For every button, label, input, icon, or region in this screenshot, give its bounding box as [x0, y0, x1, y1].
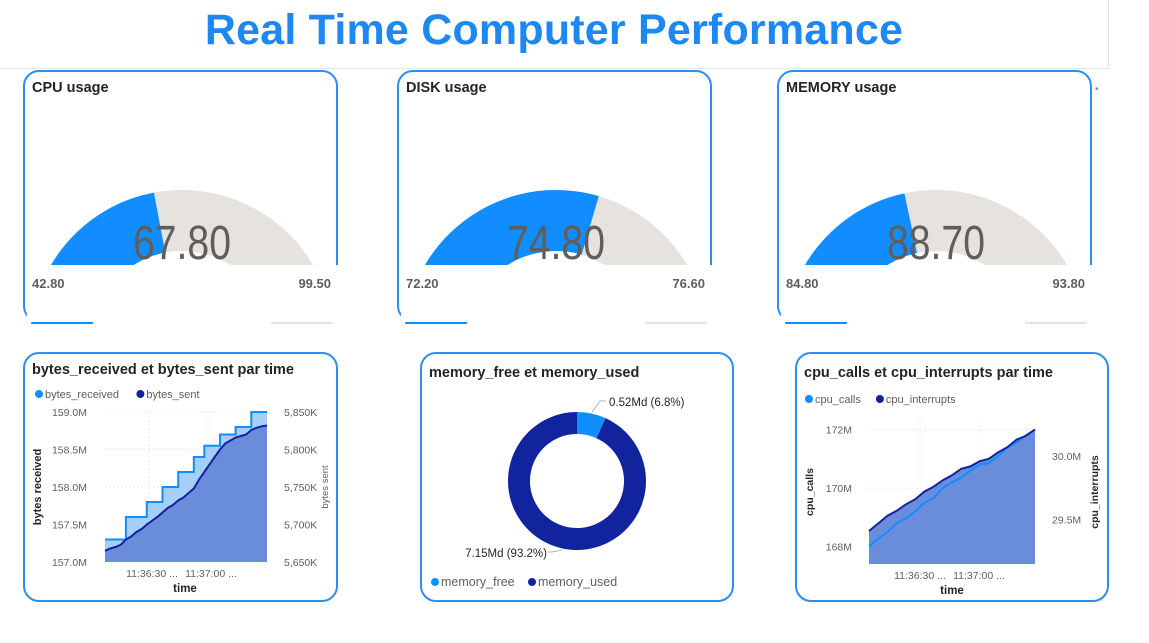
gauge-min-label: 72.20: [406, 276, 439, 291]
y-tick-label: 170M: [826, 483, 852, 495]
leader-line: [591, 400, 606, 413]
gauge-value: 88.70: [887, 217, 985, 270]
y2-tick-label: 5,650K: [284, 557, 317, 569]
gauge-baseline-mask: [781, 265, 1092, 322]
y-axis-title: cpu_calls: [804, 468, 816, 516]
memory-gauge: 88.70 84.80 93.80: [781, 190, 1092, 324]
more-options-icon[interactable]: •: [1095, 84, 1099, 95]
y2-tick-label: 5,750K: [284, 482, 317, 494]
y2-tick-label: 29.5M: [1052, 515, 1081, 527]
x-tick-label: 11:37:00 ...: [953, 570, 1005, 582]
legend-marker: [805, 395, 813, 403]
legend-label: memory_free: [441, 575, 515, 589]
legend-label: bytes_sent: [146, 389, 199, 401]
data-label-free: 0.52Md (6.8%): [609, 397, 685, 409]
y2-axis-title: bytes sent: [320, 465, 331, 509]
memory-donut-chart: 0.52Md (6.8%) 7.15Md (93.2%) memory_free me…: [431, 397, 685, 589]
gauge-min-label: 42.80: [32, 276, 65, 291]
y2-tick-label: 5,850K: [284, 407, 317, 419]
legend-marker: [35, 390, 43, 398]
card-title: bytes_received et bytes_sent par time: [32, 362, 294, 378]
series-line-bytes-received: [105, 411, 267, 541]
legend-marker: [528, 578, 536, 586]
title-banner: [0, 0, 1109, 69]
legend-marker: [875, 395, 884, 403]
y-tick-label: 157.5M: [52, 520, 87, 532]
gauge-min-label: 84.80: [786, 276, 819, 291]
gauge-value: 67.80: [133, 217, 231, 270]
legend-label: bytes_received: [45, 389, 119, 401]
card-title: memory_free et memory_used: [429, 365, 640, 381]
x-tick-label: 11:36:30 ...: [126, 568, 178, 580]
memory-gauge-card[interactable]: MEMORY usage 88.70 84.80 93.80: [777, 70, 1092, 324]
legend-label: memory_used: [538, 575, 617, 589]
disk-gauge: 74.80 72.20 76.60: [401, 190, 712, 324]
legend-label: cpu_calls: [815, 394, 861, 406]
y2-axis-title: cpu_interrupts: [1089, 455, 1101, 529]
gauge-max-label: 93.80: [1052, 276, 1085, 291]
x-tick-label: 11:36:30 ...: [894, 570, 946, 582]
memory-donut-card[interactable]: memory_free et memory_used 0.52Md (6.8%)…: [420, 352, 734, 602]
series-area-cpu-interrupts: [869, 429, 1035, 564]
gauge-max-label: 76.60: [672, 276, 705, 291]
leader-line: [548, 549, 563, 553]
gauge-max-label: 99.50: [298, 276, 331, 291]
x-axis-title: time: [173, 583, 197, 595]
y2-tick-label: 30.0M: [1052, 451, 1081, 463]
legend-marker: [136, 390, 145, 398]
y-tick-label: 168M: [826, 541, 852, 553]
y-tick-label: 158.5M: [52, 445, 87, 457]
legend-label: cpu_interrupts: [886, 394, 956, 406]
series-line-bytes-sent: [104, 424, 268, 552]
data-label-used: 7.15Md (93.2%): [465, 548, 547, 560]
y-tick-label: 158.0M: [52, 482, 87, 494]
x-axis-title: time: [940, 585, 964, 597]
card-title: cpu_calls et cpu_interrupts par time: [804, 365, 1053, 381]
y-tick-label: 159.0M: [52, 407, 87, 419]
gauge-baseline-mask: [401, 265, 712, 322]
card-title: MEMORY usage: [786, 80, 897, 96]
cpu-calls-chart-card[interactable]: cpu_calls et cpu_interrupts par time cpu…: [795, 352, 1109, 602]
gauge-baseline-mask: [27, 265, 338, 322]
disk-gauge-card[interactable]: DISK usage 74.80 72.20 76.60: [397, 70, 712, 324]
bytes-area-chart: bytes_received bytes_sent 159.0M 158.5M 158.…: [32, 389, 331, 595]
cpu-gauge: 67.80 42.80 99.50: [27, 190, 338, 324]
legend-marker: [431, 578, 439, 586]
y-axis-title: bytes received: [32, 449, 44, 525]
series-line-cpu-interrupts: [868, 428, 1036, 532]
page-title: Real Time Computer Performance: [204, 6, 904, 54]
cpu-gauge-card[interactable]: CPU usage 67.80 42.80 99.50: [23, 70, 338, 324]
donut-slice-memory-free: [577, 412, 606, 439]
y2-tick-label: 5,700K: [284, 520, 317, 532]
series-area-bytes-sent: [105, 425, 267, 562]
bytes-chart-card[interactable]: bytes_received et bytes_sent par time by…: [23, 352, 338, 602]
y-tick-label: 157.0M: [52, 557, 87, 569]
y-tick-label: 172M: [826, 425, 852, 437]
card-title: DISK usage: [406, 80, 487, 96]
cpu-area-chart: cpu_calls cpu_interrupts 172M 170M 168M 30.0M…: [804, 394, 1101, 597]
gauge-value: 74.80: [507, 217, 605, 270]
card-title: CPU usage: [32, 80, 109, 96]
donut-slice-memory-used: [508, 412, 646, 550]
x-tick-label: 11:37:00 ...: [185, 568, 237, 580]
y2-tick-label: 5,800K: [284, 445, 317, 457]
